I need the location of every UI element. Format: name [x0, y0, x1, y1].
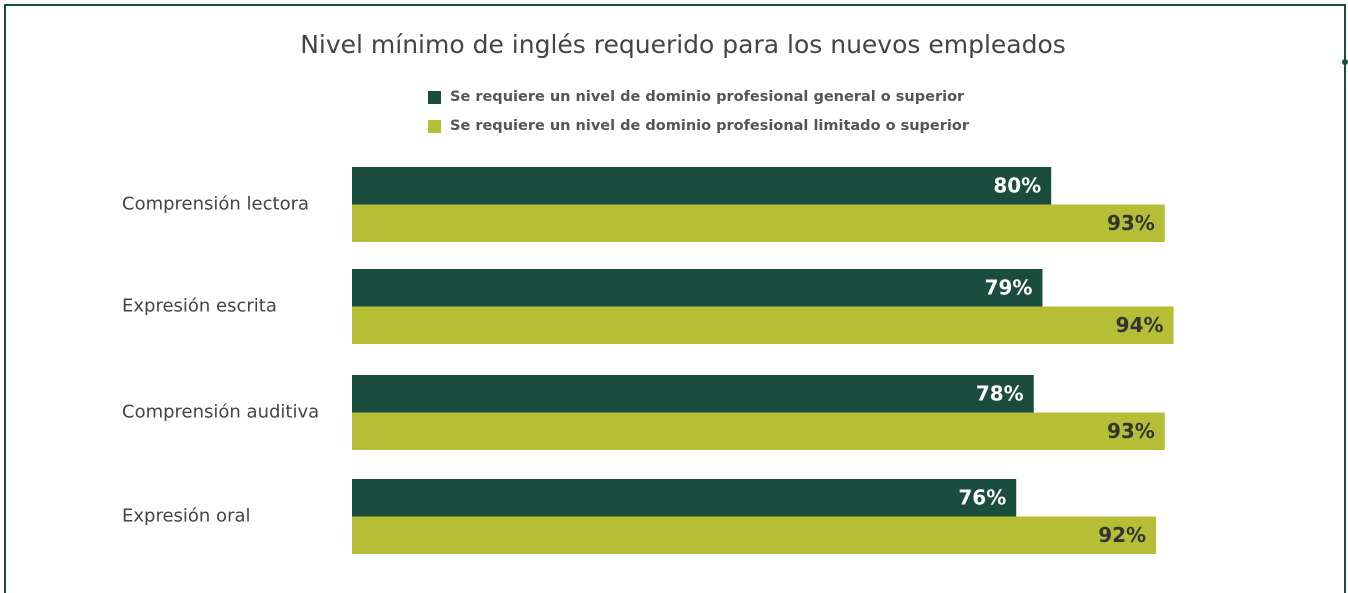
legend-swatch	[428, 120, 441, 133]
category-label: Expresión escrita	[122, 296, 277, 317]
category-label: Comprensión auditiva	[122, 402, 319, 423]
bar	[352, 306, 1174, 344]
bar	[352, 516, 1157, 554]
value-label: 76%	[958, 485, 1006, 509]
legend-swatch	[428, 91, 441, 104]
bar	[352, 167, 1052, 205]
value-label: 80%	[993, 173, 1041, 197]
frame-dot	[1342, 59, 1348, 65]
legend-label: Se requiere un nivel de dominio profesio…	[450, 89, 965, 105]
category-label: Expresión oral	[122, 506, 251, 527]
value-label: 78%	[976, 381, 1024, 405]
legend-label: Se requiere un nivel de dominio profesio…	[450, 118, 970, 134]
category-label: Comprensión lectora	[122, 194, 309, 215]
bar	[352, 412, 1165, 450]
bar	[352, 269, 1043, 307]
value-label: 79%	[985, 275, 1033, 299]
bar	[352, 479, 1017, 517]
bar	[352, 375, 1034, 413]
value-label: 92%	[1098, 523, 1146, 547]
chart-title: Nivel mínimo de inglés requerido para lo…	[300, 30, 1066, 59]
value-label: 93%	[1107, 211, 1155, 235]
bar	[352, 204, 1165, 242]
value-label: 94%	[1116, 313, 1164, 337]
value-label: 93%	[1107, 419, 1155, 443]
frame	[4, 4, 1346, 593]
